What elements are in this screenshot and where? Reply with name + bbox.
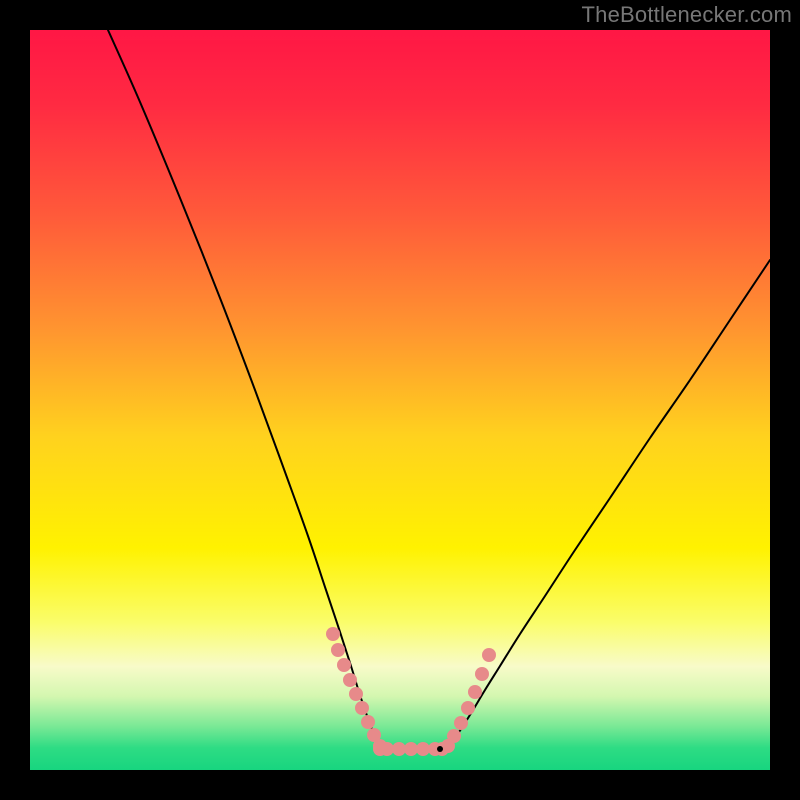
marker-floor bbox=[404, 742, 418, 756]
chart-frame: TheBottlenecker.com bbox=[0, 0, 800, 800]
marker-left bbox=[349, 687, 363, 701]
marker-floor bbox=[380, 742, 394, 756]
marker-left bbox=[355, 701, 369, 715]
marker-left bbox=[343, 673, 357, 687]
marker-minimum bbox=[437, 746, 443, 752]
plot-background bbox=[30, 30, 770, 770]
marker-right bbox=[475, 667, 489, 681]
marker-floor bbox=[416, 742, 430, 756]
marker-left bbox=[331, 643, 345, 657]
marker-right bbox=[454, 716, 468, 730]
marker-right bbox=[447, 729, 461, 743]
marker-right bbox=[482, 648, 496, 662]
marker-left bbox=[361, 715, 375, 729]
watermark-text: TheBottlenecker.com bbox=[582, 2, 792, 28]
chart-svg bbox=[0, 0, 800, 800]
marker-right bbox=[461, 701, 475, 715]
marker-floor bbox=[392, 742, 406, 756]
marker-right bbox=[468, 685, 482, 699]
marker-left bbox=[337, 658, 351, 672]
marker-left bbox=[326, 627, 340, 641]
